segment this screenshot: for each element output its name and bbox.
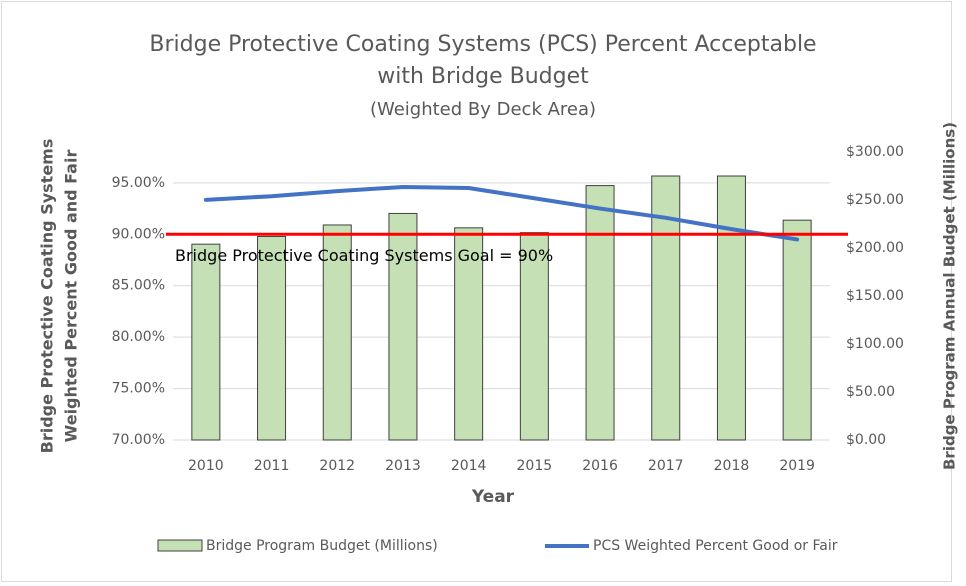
y2-tick-label: $250.00 — [846, 192, 904, 208]
bar — [519, 232, 549, 441]
y2-axis-title: Bridge Program Annual Budget (Millions) — [941, 122, 959, 470]
x-axis-title: Year — [471, 487, 515, 507]
x-tick-label: 2014 — [451, 458, 487, 474]
chart-title: with Bridge Budget — [377, 64, 589, 89]
y2-tick-label: $0.00 — [846, 432, 886, 448]
bar — [388, 212, 418, 441]
legend-label: Bridge Program Budget (Millions) — [206, 538, 438, 554]
goal-label: Bridge Protective Coating Systems Goal =… — [175, 246, 553, 265]
y-tick-label: 75.00% — [112, 381, 165, 397]
y-tick-label: 70.00% — [112, 432, 165, 448]
line — [203, 184, 800, 242]
x-tick-label: 2016 — [582, 458, 618, 474]
x-tick-label: 2011 — [254, 458, 290, 474]
bar — [585, 185, 615, 441]
legend-swatch — [157, 539, 203, 552]
bar — [454, 227, 484, 441]
y-tick-label: 80.00% — [112, 329, 165, 345]
bar — [257, 235, 287, 441]
x-tick-label: 2019 — [779, 458, 815, 474]
y2-tick-label: $50.00 — [846, 384, 895, 400]
y-tick-label: 85.00% — [112, 278, 165, 294]
y-tick-label: 90.00% — [112, 226, 165, 242]
x-tick-label: 2017 — [648, 458, 684, 474]
bar — [322, 224, 352, 441]
x-tick-label: 2013 — [385, 458, 421, 474]
y2-tick-label: $300.00 — [846, 144, 904, 160]
y2-tick-label: $150.00 — [846, 288, 904, 304]
y-tick-label: 95.00% — [112, 175, 165, 191]
y2-tick-label: $200.00 — [846, 240, 904, 256]
x-tick-label: 2018 — [714, 458, 750, 474]
bar — [716, 175, 746, 441]
legend-label: PCS Weighted Percent Good or Fair — [593, 538, 838, 554]
bar — [782, 219, 812, 441]
x-tick-label: 2010 — [188, 458, 224, 474]
y-axis-title: Bridge Protective Coating Systems — [38, 139, 57, 454]
y-axis-title: Weighted Percent Good and Fair — [62, 150, 81, 443]
chart-subtitle: (Weighted By Deck Area) — [370, 99, 596, 120]
y2-tick-label: $100.00 — [846, 336, 904, 352]
x-tick-label: 2012 — [319, 458, 355, 474]
bar — [191, 243, 221, 441]
chart-title: Bridge Protective Coating Systems (PCS) … — [149, 32, 816, 57]
x-tick-label: 2015 — [517, 458, 553, 474]
